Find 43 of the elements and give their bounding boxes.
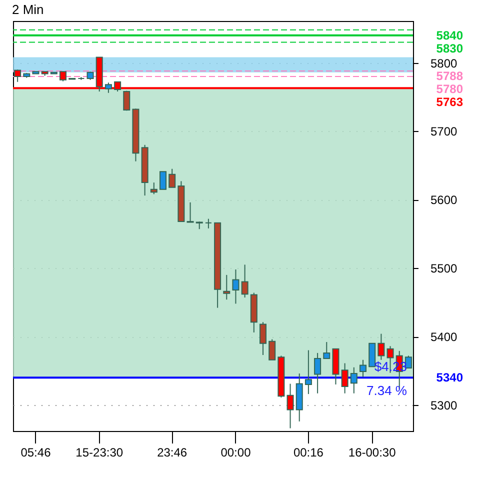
ref-line-label: 5780 [436, 82, 464, 96]
candlestick [268, 338, 276, 360]
y-tick-label: 5400 [430, 330, 458, 344]
candlestick [404, 355, 412, 369]
candlestick [14, 69, 22, 82]
x-tick-label: 15-23:30 [76, 446, 124, 460]
candlestick [150, 182, 158, 195]
candlestick [360, 359, 366, 378]
ref-line-label: 5340 [436, 370, 464, 385]
x-tick-label: 00:00 [220, 446, 252, 460]
candlestick [232, 268, 240, 304]
candlestick [223, 274, 230, 300]
y-tick-label: 5300 [430, 398, 458, 412]
x-tick-label: 16-00:30 [348, 446, 396, 460]
y-tick-label: 5600 [430, 193, 458, 208]
candlestick [260, 322, 266, 356]
ref-line-label: 5840 [436, 28, 464, 42]
chart-title: 2 Min [12, 2, 44, 17]
x-tick-label: 23:46 [157, 446, 188, 460]
x-tick-label: 00:16 [293, 446, 324, 460]
candlestick [304, 350, 312, 395]
candlestick [186, 202, 194, 223]
candlestick [160, 171, 166, 190]
candlestick [314, 352, 322, 394]
y-tick-label: 5500 [430, 262, 458, 276]
candlestick [378, 333, 385, 360]
candlestick [341, 362, 348, 394]
candlestick [241, 264, 248, 298]
candlestick [104, 82, 112, 94]
candlestick [60, 71, 66, 82]
candlestick [323, 342, 330, 359]
ref-line-label: 5830 [436, 41, 464, 56]
candlestick [204, 218, 212, 229]
candlestick [350, 366, 358, 394]
candlestick [168, 168, 176, 188]
y-tick-label: 5800 [430, 56, 458, 70]
y-tick-label: 5700 [430, 124, 458, 139]
candlestick [286, 383, 294, 429]
annotation: 7.34 % [366, 383, 408, 398]
ref-line-label: 5788 [436, 68, 464, 83]
candlestick [368, 342, 376, 368]
ref-line-label: 5763 [436, 94, 464, 109]
x-tick-label: 05:46 [20, 446, 52, 460]
